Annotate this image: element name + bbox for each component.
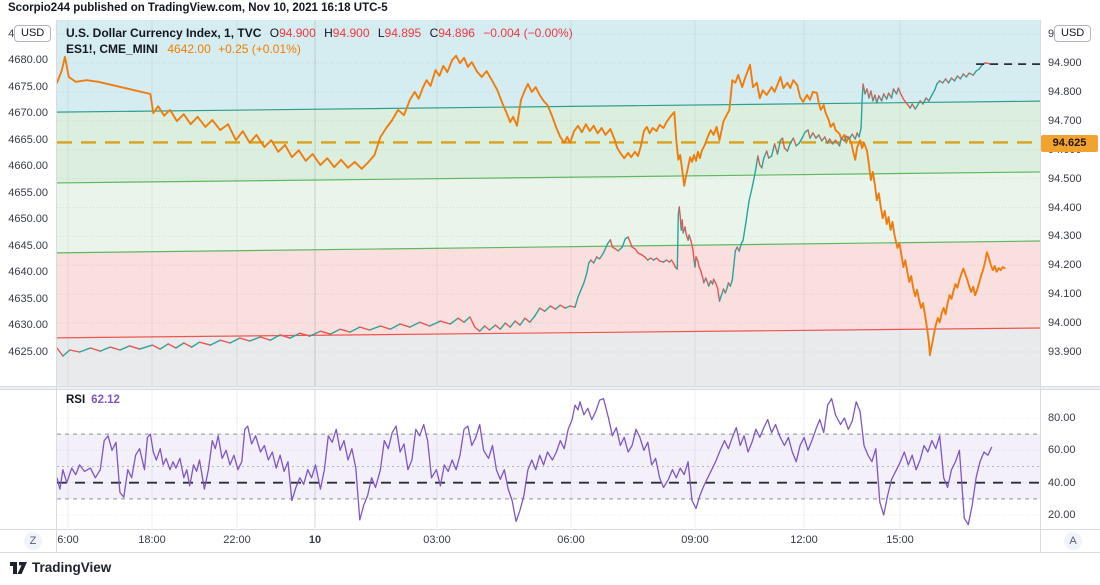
timezone-button[interactable]: Z bbox=[24, 532, 42, 550]
es-change: +0.25 (+0.01%) bbox=[218, 42, 301, 56]
right-axis-label: 94.200 bbox=[1048, 259, 1082, 271]
close-value: 94.896 bbox=[438, 26, 475, 40]
left-axis-label: 4680.00 bbox=[8, 54, 48, 66]
right-axis-label: 94.700 bbox=[1048, 115, 1082, 127]
legend-row-dxy: U.S. Dollar Currency Index, 1, TVC O94.9… bbox=[66, 25, 573, 41]
time-axis[interactable]: 6:00 18:00 22:00 10 03:00 06:00 09:00 12:00 15:0… bbox=[0, 532, 1100, 552]
tradingview-logo-icon bbox=[10, 561, 27, 574]
rsi-axis-label: 20.00 bbox=[1048, 509, 1076, 521]
open-label: O bbox=[269, 26, 280, 40]
hline-price-badge: 94.625 bbox=[1041, 135, 1098, 152]
left-price-axis[interactable]: 4685.004680.004675.004670.004665.004660.… bbox=[0, 0, 52, 585]
left-axis-label: 4625.00 bbox=[8, 346, 48, 358]
right-axis-label: 93.900 bbox=[1048, 346, 1082, 358]
right-axis-label: 94.900 bbox=[1048, 57, 1082, 69]
right-axis-label: 94.400 bbox=[1048, 202, 1082, 214]
rsi-axis-label: 60.00 bbox=[1048, 444, 1076, 456]
rsi-value: 62.12 bbox=[91, 394, 120, 406]
time-axis-label: 09:00 bbox=[681, 534, 709, 546]
left-axis-label: 4655.00 bbox=[8, 187, 48, 199]
low-label: L bbox=[377, 26, 385, 40]
time-axis-label: 06:00 bbox=[557, 534, 585, 546]
left-axis-label: 4665.00 bbox=[8, 134, 48, 146]
left-axis-label: 4630.00 bbox=[8, 319, 48, 331]
right-axis-label: 94.000 bbox=[1048, 317, 1082, 329]
dxy-change: −0.004 (−0.00%) bbox=[483, 26, 573, 40]
right-price-axis[interactable]: 95.00094.90094.80094.70094.60094.50094.4… bbox=[1046, 0, 1100, 585]
low-value: 94.895 bbox=[384, 26, 422, 40]
time-axis-label: 6:00 bbox=[57, 534, 79, 546]
left-axis-label: 4675.00 bbox=[8, 81, 48, 93]
tradingview-logo-text: TradingView bbox=[32, 560, 112, 575]
es-price: 4642.00 bbox=[167, 42, 211, 56]
autoscale-button[interactable]: A bbox=[1064, 532, 1082, 550]
time-axis-label: 18:00 bbox=[138, 534, 166, 546]
es-title[interactable]: ES1!, CME_MINI bbox=[66, 42, 159, 56]
left-axis-label: 4635.00 bbox=[8, 293, 48, 305]
left-axis-label: 4670.00 bbox=[8, 107, 48, 119]
time-axis-label: 10 bbox=[308, 534, 322, 546]
rsi-label: RSI bbox=[66, 394, 86, 406]
left-axis-unit-badge[interactable]: USD bbox=[14, 25, 52, 42]
open-value: 94.900 bbox=[279, 26, 316, 40]
right-axis-label: 94.800 bbox=[1048, 86, 1082, 98]
left-axis-label: 4645.00 bbox=[8, 240, 48, 252]
attribution-text: Scorpio244 published on TradingView.com,… bbox=[8, 2, 388, 14]
legend-row-es: ES1!, CME_MINI 4642.00 +0.25 (+0.01%) bbox=[66, 41, 573, 57]
time-axis-label: 22:00 bbox=[223, 534, 251, 546]
high-label: H bbox=[324, 26, 333, 40]
right-axis-label: 94.100 bbox=[1048, 288, 1082, 300]
dxy-title[interactable]: U.S. Dollar Currency Index, 1, TVC bbox=[66, 26, 262, 40]
high-value: 94.900 bbox=[332, 26, 370, 40]
right-axis-label: 94.500 bbox=[1048, 173, 1082, 185]
close-label: C bbox=[429, 26, 439, 40]
right-axis-label: 94.300 bbox=[1048, 230, 1082, 242]
left-axis-label: 4640.00 bbox=[8, 266, 48, 278]
time-axis-label: 15:00 bbox=[886, 534, 914, 546]
time-axis-label: 12:00 bbox=[790, 534, 818, 546]
rsi-axis-label: 80.00 bbox=[1048, 412, 1076, 424]
left-axis-label: 4650.00 bbox=[8, 213, 48, 225]
rsi-axis-label: 40.00 bbox=[1048, 477, 1076, 489]
symbol-legend[interactable]: U.S. Dollar Currency Index, 1, TVC O94.9… bbox=[66, 25, 573, 57]
rsi-legend[interactable]: RSI 62.12 bbox=[66, 394, 120, 406]
left-axis-label: 4660.00 bbox=[8, 160, 48, 172]
tradingview-logo[interactable]: TradingView bbox=[10, 560, 111, 575]
right-axis-unit-badge[interactable]: USD bbox=[1054, 25, 1092, 42]
time-axis-label: 03:00 bbox=[423, 534, 451, 546]
